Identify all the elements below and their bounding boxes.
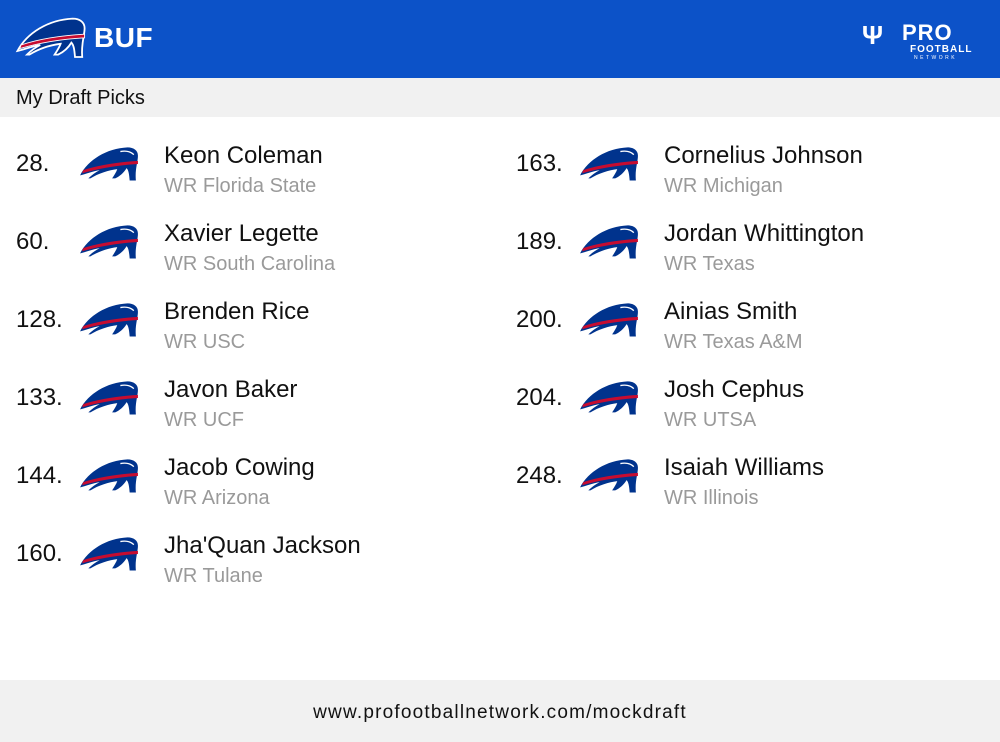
pick-row[interactable]: 163. Cornelius Johnson WR Michigan — [516, 142, 996, 208]
player-name: Jordan Whittington — [664, 220, 865, 247]
footer-url[interactable]: www.profootballnetwork.com/mockdraft — [313, 702, 687, 723]
bills-logo-icon — [578, 300, 640, 342]
pick-row[interactable]: 60. Xavier Legette WR South Carolina — [16, 220, 496, 286]
bills-logo-icon — [578, 222, 640, 264]
bills-logo-icon — [578, 378, 640, 420]
player-position-school: WR Arizona — [164, 487, 270, 509]
player-name: Ainias Smith — [664, 298, 798, 325]
pick-row[interactable]: 248. Isaiah Williams WR Illinois — [516, 454, 996, 520]
player-position-school: WR Texas A&M — [664, 331, 803, 353]
pick-row[interactable]: 200. Ainias Smith WR Texas A&M — [516, 298, 996, 364]
pick-number: 28. — [16, 150, 50, 177]
bills-logo-icon — [578, 144, 640, 186]
pick-row[interactable]: 144. Jacob Cowing WR Arizona — [16, 454, 496, 520]
pick-number: 200. — [516, 306, 563, 333]
svg-text:PRO: PRO — [902, 20, 953, 45]
player-name: Keon Coleman — [164, 142, 323, 169]
pick-number: 163. — [516, 150, 563, 177]
bills-logo-icon — [78, 300, 140, 342]
subheader: My Draft Picks — [0, 78, 1000, 117]
bills-logo-icon — [78, 456, 140, 498]
player-name: Xavier Legette — [164, 220, 319, 247]
player-name: Jha'Quan Jackson — [164, 532, 361, 559]
bills-logo-icon — [78, 222, 140, 264]
page-title: My Draft Picks — [16, 87, 145, 109]
player-position-school: WR USC — [164, 331, 246, 353]
bills-logo-icon — [78, 144, 140, 186]
pick-number: 144. — [16, 462, 63, 489]
player-name: Cornelius Johnson — [664, 142, 863, 169]
player-position-school: WR South Carolina — [164, 253, 336, 275]
player-position-school: WR UCF — [164, 409, 244, 431]
pick-row[interactable]: 189. Jordan Whittington WR Texas — [516, 220, 996, 286]
bills-logo-icon — [14, 15, 88, 63]
pick-row[interactable]: 133. Javon Baker WR UCF — [16, 376, 496, 442]
pick-number: 248. — [516, 462, 563, 489]
bills-logo-icon — [578, 456, 640, 498]
svg-text:NETWORK: NETWORK — [914, 55, 957, 60]
player-position-school: WR Florida State — [164, 175, 317, 197]
bills-logo-icon — [78, 378, 140, 420]
pick-number: 189. — [516, 228, 563, 255]
svg-text:FOOTBALL: FOOTBALL — [910, 44, 972, 55]
player-position-school: WR UTSA — [664, 409, 757, 431]
player-name: Jacob Cowing — [164, 454, 315, 481]
player-position-school: WR Tulane — [164, 565, 263, 587]
pick-number: 160. — [16, 540, 63, 567]
team-abbreviation: BUF — [94, 22, 154, 53]
player-position-school: WR Michigan — [664, 175, 783, 197]
pick-row[interactable]: 204. Josh Cephus WR UTSA — [516, 376, 996, 442]
player-name: Josh Cephus — [664, 376, 805, 403]
player-name: Javon Baker — [164, 376, 298, 403]
footer: www.profootballnetwork.com/mockdraft — [0, 680, 1000, 742]
pick-row[interactable]: 28. Keon Coleman WR Florida State — [16, 142, 496, 208]
header-bar: BUF Ψ PRO FOOTBALL NETWORK — [0, 0, 1000, 78]
pfn-logo-icon[interactable]: Ψ PRO FOOTBALL NETWORK — [860, 18, 984, 60]
bills-logo-icon — [78, 534, 140, 576]
pick-row[interactable]: 160. Jha'Quan Jackson WR Tulane — [16, 532, 496, 598]
player-position-school: WR Texas — [664, 253, 755, 275]
player-position-school: WR Illinois — [664, 487, 759, 509]
pick-number: 133. — [16, 384, 63, 411]
player-name: Brenden Rice — [164, 298, 310, 325]
pick-row[interactable]: 128. Brenden Rice WR USC — [16, 298, 496, 364]
pick-number: 60. — [16, 228, 50, 255]
pick-number: 204. — [516, 384, 563, 411]
player-name: Isaiah Williams — [664, 454, 825, 481]
svg-text:Ψ: Ψ — [862, 20, 883, 50]
pick-number: 128. — [16, 306, 63, 333]
